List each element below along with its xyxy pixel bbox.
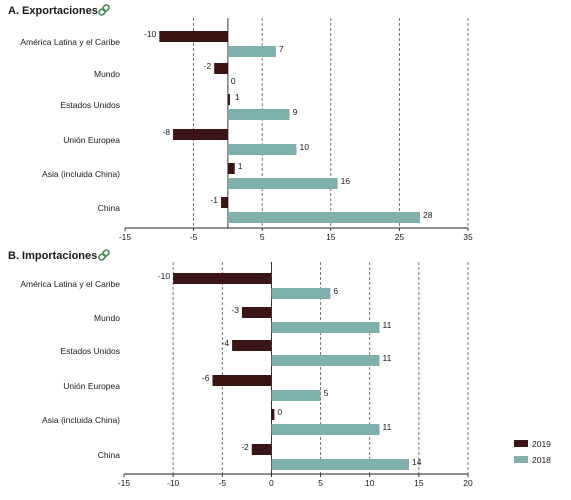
data-label: -2 — [204, 61, 212, 71]
bar-2019 — [221, 197, 228, 208]
chart-title: B. Importaciones — [8, 250, 97, 262]
x-tick-label: -15 — [118, 478, 131, 488]
data-label: 10 — [300, 142, 310, 152]
x-tick-label: 25 — [395, 232, 405, 242]
category-label: Unión Europea — [63, 135, 120, 145]
bar-2019 — [251, 444, 272, 455]
category-label: Asia (incluida China) — [42, 169, 120, 179]
data-label: 5 — [324, 388, 329, 398]
legend-swatch — [514, 456, 528, 463]
data-label: 11 — [383, 320, 392, 330]
data-label: -8 — [162, 127, 170, 137]
x-tick-label: 35 — [463, 232, 473, 242]
data-label: 7 — [279, 44, 284, 54]
legend-label: 2019 — [532, 439, 551, 449]
bar-2019 — [212, 375, 272, 386]
category-label: Asia (incluida China) — [42, 415, 120, 425]
x-tick-label: 15 — [414, 478, 424, 488]
chart-title: A. Exportaciones — [8, 5, 98, 17]
data-label: 28 — [423, 210, 433, 220]
link-icon[interactable] — [98, 4, 110, 16]
legend: 2019 2018 — [514, 439, 551, 465]
x-tick-label: 20 — [463, 478, 473, 488]
bar-2018 — [271, 288, 331, 299]
category-label: Unión Europea — [63, 381, 120, 391]
legend-swatch — [514, 440, 528, 447]
x-tick-label: 15 — [326, 232, 336, 242]
data-label: -10 — [144, 29, 157, 39]
category-label: China — [98, 450, 120, 460]
data-label: -6 — [202, 373, 210, 383]
data-label: 6 — [333, 286, 338, 296]
data-label: 0 — [277, 407, 282, 417]
bar-2019 — [159, 31, 228, 42]
data-label: 1 — [235, 92, 240, 102]
bar-2018 — [271, 322, 380, 333]
category-label: Mundo — [94, 313, 120, 323]
bar-2019 — [227, 94, 230, 105]
data-label: 1 — [238, 161, 243, 171]
data-label: -3 — [231, 305, 239, 315]
x-tick-label: -10 — [167, 478, 180, 488]
category-label: Mundo — [94, 69, 120, 79]
legend-label: 2018 — [532, 455, 551, 465]
x-tick-label: 0 — [269, 478, 274, 488]
x-tick-label: -5 — [219, 478, 227, 488]
x-tick-label: 5 — [260, 232, 265, 242]
data-label: 9 — [293, 107, 298, 117]
bar-2018 — [227, 109, 290, 120]
bar-2018 — [271, 424, 380, 435]
link-icon[interactable] — [98, 249, 110, 261]
data-label: 11 — [383, 422, 392, 432]
bar-2018 — [271, 390, 321, 401]
category-label: América Latina y el Caribe — [20, 37, 120, 47]
bar-2019 — [232, 340, 272, 351]
bar-2019 — [271, 409, 275, 420]
bar-2019 — [227, 163, 235, 174]
data-label: -1 — [210, 195, 218, 205]
category-label: Estados Unidos — [60, 346, 120, 356]
data-label: 14 — [412, 457, 422, 467]
bar-2018 — [227, 178, 338, 189]
panel-exportaciones: A. Exportaciones -15 -5 5 15 25 35 América Lati… — [8, 4, 473, 242]
data-label: -10 — [158, 271, 171, 281]
category-label: China — [98, 203, 120, 213]
data-label: -4 — [222, 338, 230, 348]
bar-2018 — [227, 212, 420, 223]
bar-2018 — [227, 144, 297, 155]
x-tick-label: -15 — [119, 232, 132, 242]
bar-2018 — [271, 459, 410, 470]
panel-importaciones: B. Importaciones -15 -10 -5 0 5 10 15 20 América … — [8, 249, 473, 488]
bar-2018 — [227, 46, 276, 57]
x-tick-label: -5 — [190, 232, 198, 242]
bar-2018 — [271, 355, 380, 366]
bar-2019 — [214, 63, 228, 74]
category-label: América Latina y el Caribe — [20, 279, 120, 289]
data-label: 16 — [341, 176, 351, 186]
bar-2019 — [173, 129, 228, 140]
x-tick-label: 10 — [365, 478, 375, 488]
data-label: 11 — [383, 353, 392, 363]
x-tick-label: 5 — [318, 478, 323, 488]
data-label: -2 — [241, 442, 249, 452]
bar-2019 — [241, 307, 272, 318]
data-label: 0 — [231, 76, 236, 86]
bar-2019 — [173, 273, 272, 284]
category-label: Estados Unidos — [60, 100, 120, 110]
